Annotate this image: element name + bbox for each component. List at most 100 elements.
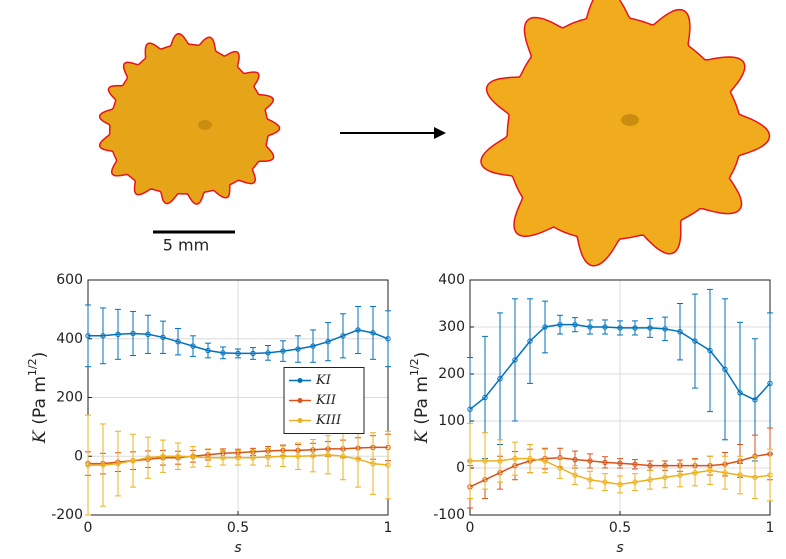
y-axis-label: K (Pa m1/2) (26, 352, 50, 445)
marker (767, 472, 773, 478)
error-bar (767, 448, 773, 502)
y-close: ) (412, 352, 432, 359)
y-tick-label: -100 (433, 507, 465, 523)
marker (707, 467, 713, 474)
marker (340, 333, 346, 339)
marker (85, 333, 91, 339)
marker (542, 458, 548, 464)
marker (325, 452, 331, 458)
marker (250, 455, 256, 461)
images (98, 0, 771, 267)
marker (602, 459, 608, 466)
marker (295, 346, 301, 352)
marker (752, 397, 758, 403)
marker (662, 326, 668, 332)
marker (175, 453, 181, 459)
arrow-head (434, 127, 446, 139)
marker (355, 456, 361, 462)
marker (370, 330, 376, 336)
droplet-after (480, 0, 771, 267)
series (467, 288, 773, 464)
marker (190, 343, 196, 349)
x-tick-label: 0.5 (227, 520, 249, 536)
marker (572, 321, 578, 328)
marker (632, 479, 638, 485)
y-tick-label: 0 (74, 448, 83, 464)
y-tick-label: 100 (438, 413, 465, 429)
y-tick-label: 400 (56, 331, 83, 347)
marker (145, 331, 151, 338)
marker (205, 347, 211, 354)
y-unit: (Pa m (412, 376, 432, 425)
marker (677, 472, 683, 478)
y-symbol: K (412, 429, 432, 444)
marker (220, 350, 226, 356)
marker (512, 455, 518, 462)
x-axis-label: s (616, 540, 623, 555)
marker (467, 406, 473, 412)
marker (542, 324, 548, 330)
marker (527, 455, 533, 462)
center-dimple (621, 114, 639, 126)
marker (130, 330, 136, 337)
marker (617, 481, 623, 488)
marker (385, 462, 391, 468)
marker (310, 452, 316, 459)
marker (512, 357, 518, 363)
marker (370, 460, 376, 467)
marker (497, 376, 503, 382)
marker (385, 336, 391, 342)
marker (572, 472, 578, 478)
marker (265, 350, 271, 356)
marker (602, 324, 608, 330)
x-tick-label: 1 (766, 520, 775, 536)
marker (100, 462, 106, 468)
scale-label: 5 mm (163, 236, 209, 255)
marker (497, 458, 503, 464)
series-line (88, 454, 389, 466)
y-tick-label: 0 (456, 460, 465, 476)
marker (752, 474, 758, 481)
marker (250, 350, 256, 357)
x-tick-label: 0 (84, 520, 93, 536)
marker (632, 461, 638, 467)
series-line (469, 453, 771, 488)
y-close: ) (30, 352, 50, 359)
y-tick-label: 400 (438, 272, 465, 288)
marker (692, 470, 698, 476)
marker (647, 462, 653, 469)
marker (557, 465, 563, 471)
marker (100, 333, 106, 339)
marker (737, 472, 743, 478)
marker (220, 455, 226, 461)
marker (190, 454, 196, 460)
marker (647, 325, 653, 331)
legend-marker (297, 398, 303, 403)
marker (340, 453, 346, 459)
droplet-before (98, 32, 281, 205)
marker (587, 458, 593, 464)
marker (647, 477, 653, 483)
legend-label: KII (315, 393, 337, 408)
marker (355, 327, 361, 333)
plot-frame (87, 279, 389, 516)
marker (130, 457, 136, 464)
marker (482, 394, 488, 401)
marker (572, 456, 578, 463)
center-dimple (198, 120, 212, 130)
legend-marker (297, 378, 303, 383)
legend-label: KIII (315, 413, 342, 428)
marker (767, 380, 773, 387)
marker (265, 454, 271, 460)
y-exponent: 1/2 (26, 358, 39, 376)
y-tick-label: 600 (56, 272, 83, 288)
marker (235, 455, 241, 461)
marker (310, 343, 316, 349)
marker (467, 458, 473, 464)
marker (527, 338, 533, 344)
marker (482, 458, 488, 464)
marker (737, 390, 743, 396)
